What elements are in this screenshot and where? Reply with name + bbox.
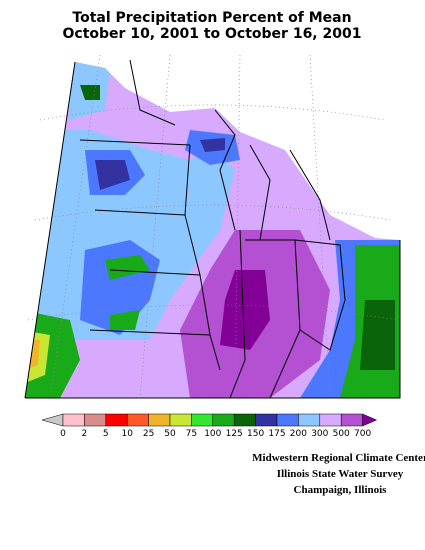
legend-tick-label: 200 [290, 429, 307, 439]
legend-swatch [233, 413, 256, 427]
legend-swatch [212, 413, 235, 427]
legend-tick-label: 0 [60, 429, 66, 439]
legend-tick-label: 50 [164, 429, 176, 439]
legend-tick-label: 700 [354, 429, 371, 439]
color-legend: 0 2 5 10 25 50 75 100 125 150 175 200 300 500 700 [41, 413, 378, 439]
legend-tick-label: 5 [103, 429, 109, 439]
legend-swatch [255, 413, 278, 427]
legend-arrow [362, 413, 378, 427]
legend-tick-label: 300 [311, 429, 328, 439]
credit-line: Illinois State Water Survey [277, 468, 404, 480]
legend-swatch [340, 413, 363, 427]
credit-line: Midwestern Regional Climate Center [252, 452, 425, 464]
legend-tick-label: 25 [143, 429, 154, 439]
legend-swatch [276, 413, 299, 427]
legend-arrow [41, 413, 64, 427]
legend-swatch [105, 413, 128, 427]
legend-tick-label: 125 [226, 429, 243, 439]
legend-swatch [298, 413, 321, 427]
state-boundaries [24, 59, 401, 399]
precip-map [25, 62, 400, 398]
legend-swatch [126, 413, 149, 427]
legend-tick-label: 175 [268, 429, 285, 439]
legend-swatch [84, 413, 107, 427]
title-line: October 10, 2001 to October 16, 2001 [63, 26, 362, 42]
legend-tick-label: 75 [186, 429, 197, 439]
legend-swatch [62, 413, 85, 427]
legend-tick-label: 2 [82, 429, 88, 439]
legend-tick-label: 10 [121, 429, 133, 439]
credit-line: Champaign, Illinois [294, 484, 388, 496]
legend-tick-label: 500 [333, 429, 350, 439]
legend-swatch [191, 413, 214, 427]
legend-tick-label: 100 [204, 429, 221, 439]
legend-swatch [148, 413, 171, 427]
legend-swatch [319, 413, 342, 427]
legend-tick-label: 150 [247, 429, 264, 439]
title-line: Total Precipitation Percent of Mean [72, 10, 351, 26]
graticule [27, 54, 399, 399]
legend-swatch [169, 413, 192, 427]
